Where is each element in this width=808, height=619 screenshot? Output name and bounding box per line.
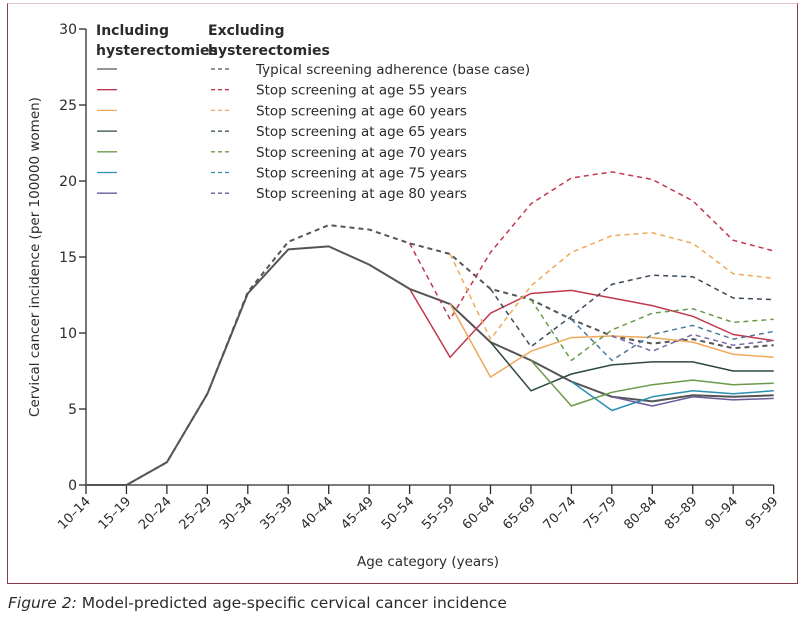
x-tick-label: 10–14 xyxy=(55,494,94,533)
legend-entry-label: Stop screening at age 55 years xyxy=(256,83,467,99)
legend-entry-label: Stop screening at age 65 years xyxy=(256,124,467,140)
line-chart: 0 5 10 15 20 25 30 10–14 15–19 20–24 25–29 30–34 35–… xyxy=(27,22,782,570)
legend-entry-label: Typical screening adherence (base case) xyxy=(255,62,530,78)
figure-caption: Figure 2: Model-predicted age-specific c… xyxy=(8,594,507,612)
figure-caption-text: Model-predicted age-specific cervical ca… xyxy=(76,594,507,612)
series-line-60-dashed xyxy=(449,231,774,340)
y-tick-label: 10 xyxy=(59,326,77,342)
x-tick-label: 15–19 xyxy=(96,494,135,533)
x-tick-label: 20–24 xyxy=(136,494,175,533)
x-tick-label: 80–84 xyxy=(622,494,661,533)
y-tick-label: 0 xyxy=(68,478,77,494)
y-tick-label: 5 xyxy=(68,402,77,418)
series-line-80-dashed xyxy=(611,333,774,352)
x-tick-label: 95–99 xyxy=(743,494,782,533)
x-tick-label: 85–89 xyxy=(662,494,701,533)
y-axis-label: Cervical cancer incidence (per 100000 wo… xyxy=(27,97,43,417)
x-tick-label: 50–54 xyxy=(379,494,418,533)
series-layer xyxy=(86,171,774,486)
series-line-75-solid xyxy=(570,380,774,412)
x-tick-label: 60–64 xyxy=(460,494,499,533)
x-tick-label: 25–29 xyxy=(177,494,216,533)
series-line-65-dashed xyxy=(489,274,774,348)
figure-caption-label: Figure 2: xyxy=(8,594,77,612)
series-line-60-solid xyxy=(449,303,774,378)
legend-entry-label: Stop screening at age 75 years xyxy=(256,166,467,182)
x-tick-label: 75–79 xyxy=(581,494,620,533)
series-line-80-solid xyxy=(611,396,774,407)
x-tick-label: 45–49 xyxy=(338,494,377,533)
series-line-70-dashed xyxy=(530,299,774,362)
legend-header-excluding: Excluding xyxy=(208,23,284,39)
figure-frame xyxy=(7,3,798,584)
legend-entry-label: Stop screening at age 80 years xyxy=(256,186,467,202)
series-line-65-solid xyxy=(489,341,774,392)
x-tick-label: 40–44 xyxy=(298,494,337,533)
y-tick-label: 30 xyxy=(59,22,77,38)
x-tick-label: 55–59 xyxy=(419,494,458,533)
x-tick-label: 30–34 xyxy=(217,494,256,533)
legend-entry-label: Stop screening at age 60 years xyxy=(256,103,467,119)
y-tick-label: 15 xyxy=(59,250,77,266)
legend-entry-label: Stop screening at age 70 years xyxy=(256,145,467,161)
series-line-70-solid xyxy=(530,359,774,407)
series-line-55-solid xyxy=(408,288,774,359)
x-tick-label: 65–69 xyxy=(500,494,539,533)
y-tick-label: 25 xyxy=(59,98,77,114)
x-tick-label: 90–94 xyxy=(702,494,741,533)
legend-header-excluding-line2: hysterectomies xyxy=(208,43,330,59)
series-line-base-dashed xyxy=(86,224,774,486)
series-line-75-dashed xyxy=(570,318,774,362)
x-tick-label: 35–39 xyxy=(257,494,296,533)
series-line-base-solid xyxy=(86,245,774,486)
legend-header-including-line2: hysterectomies xyxy=(96,43,218,59)
y-tick-label: 20 xyxy=(59,174,77,190)
x-axis-label: Age category (years) xyxy=(357,554,499,570)
legend-header-including: Including xyxy=(96,23,169,39)
legend: Including hysterectomies Excluding hysterec… xyxy=(96,23,530,202)
x-tick-label: 70–74 xyxy=(541,494,580,533)
